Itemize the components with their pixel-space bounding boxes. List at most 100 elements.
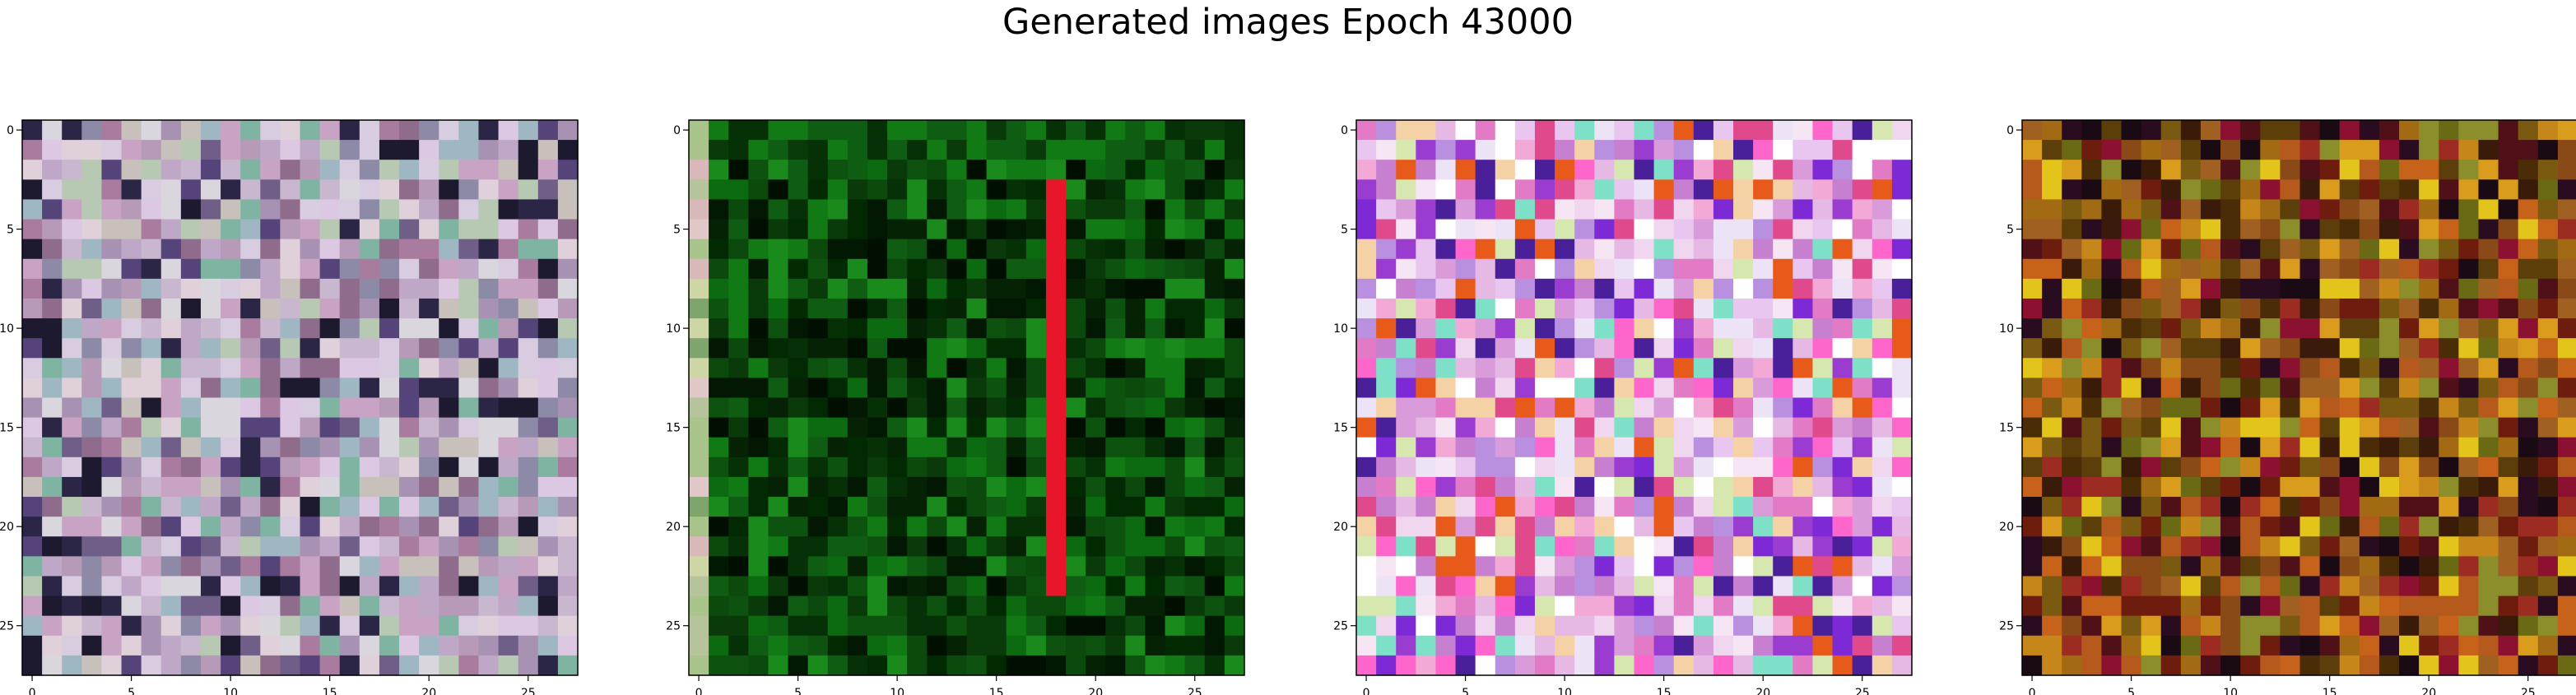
heatmap-cell (1495, 199, 1516, 220)
heatmap-cell (1614, 258, 1635, 280)
heatmap-cell (2458, 497, 2480, 517)
heatmap-cell (1634, 239, 1655, 260)
heatmap-cell (2022, 655, 2043, 676)
heatmap-cell (141, 160, 162, 180)
heatmap-cell (141, 378, 162, 399)
heatmap-cell (1455, 576, 1476, 597)
heatmap-cell (1693, 378, 1714, 399)
heatmap-cell (81, 160, 103, 180)
heatmap-cell (1224, 358, 1245, 378)
heatmap-cell (1495, 120, 1516, 141)
heatmap-cell (1634, 417, 1655, 438)
heatmap-cell (2180, 595, 2202, 617)
heatmap-cell (807, 476, 829, 498)
heatmap-cell (2419, 595, 2439, 617)
heatmap-cell (2121, 318, 2142, 339)
heatmap-cell (1356, 160, 1377, 180)
heatmap-cell (2299, 318, 2321, 339)
heatmap-cell (518, 595, 539, 617)
heatmap-cell (1066, 160, 1086, 180)
heatmap-cell (1713, 258, 1734, 280)
heatmap-cell (498, 239, 519, 260)
heatmap-cell (1224, 258, 1245, 280)
heatmap-cell (867, 318, 888, 339)
heatmap-cell (62, 576, 82, 597)
heatmap-cell (2160, 278, 2182, 299)
heatmap-cell (2200, 258, 2221, 280)
heatmap-cell (1145, 298, 1166, 319)
heatmap-cell (1555, 456, 1575, 478)
heatmap-cell (1125, 140, 1146, 160)
heatmap-cell (1204, 437, 1225, 458)
heatmap-cell (867, 239, 888, 260)
heatmap-cell (1653, 517, 1675, 537)
heatmap-cell (1852, 160, 1873, 180)
heatmap-cell (419, 199, 439, 220)
heatmap-cell (768, 576, 789, 597)
heatmap-cell (1224, 417, 1245, 438)
x-tick-label: 25 (521, 687, 536, 695)
heatmap-cell (927, 635, 947, 656)
heatmap-cell (498, 358, 519, 378)
heatmap-cell (1872, 199, 1893, 220)
heatmap-cell (2378, 576, 2400, 597)
heatmap-cell (160, 298, 182, 319)
heatmap-cell (1006, 179, 1027, 201)
heatmap-cell (1793, 615, 1814, 637)
heatmap-cell (62, 120, 82, 141)
heatmap-cell (1435, 278, 1457, 299)
heatmap-cell (847, 298, 868, 319)
heatmap-cell (907, 397, 928, 419)
heatmap-cell (986, 120, 1007, 141)
heatmap-cell (359, 456, 380, 478)
y-tick-label: 0 (2006, 124, 2014, 137)
heatmap-cell (1376, 397, 1397, 419)
heatmap-cell (1006, 476, 1027, 498)
heatmap-cell (1852, 476, 1873, 498)
heatmap-cell (768, 160, 789, 180)
heatmap-cell (1495, 476, 1516, 498)
heatmap-cell (2062, 536, 2082, 557)
heatmap-cell (379, 456, 400, 478)
heatmap-cell (180, 497, 202, 517)
axes-frame (2021, 119, 2576, 676)
heatmap-cell (2478, 655, 2499, 676)
heatmap-cell (419, 318, 439, 339)
heatmap-cell (518, 160, 539, 180)
heatmap-cell (180, 517, 202, 537)
heatmap-cell (478, 278, 500, 299)
heatmap-cell (62, 456, 82, 478)
heatmap-cell (1145, 536, 1166, 557)
heatmap-cell (221, 576, 241, 597)
heatmap-cell (1396, 278, 1416, 299)
heatmap-cell (827, 219, 849, 240)
heatmap-cell (1634, 556, 1655, 577)
heatmap-cell (946, 635, 968, 656)
heatmap-cell (1435, 576, 1457, 597)
heatmap-cell (1045, 239, 1067, 260)
heatmap-cell (1733, 476, 1754, 498)
heatmap-cell (2339, 278, 2360, 299)
heatmap-cell (557, 397, 579, 419)
heatmap-cell (1693, 595, 1714, 617)
heatmap-cell (847, 497, 868, 517)
heatmap-cell (42, 298, 63, 319)
heatmap-cell (827, 556, 849, 577)
heatmap-cell (2121, 517, 2142, 537)
heatmap-cell (2141, 497, 2162, 517)
heatmap-cell (2240, 476, 2261, 498)
heatmap-cell (22, 120, 43, 141)
heatmap-cell (121, 199, 142, 220)
heatmap-cell (986, 338, 1007, 359)
heatmap-cell (1435, 378, 1457, 399)
heatmap-cell (1872, 338, 1893, 359)
heatmap-cell (1224, 318, 1245, 339)
heatmap-cell (478, 437, 500, 458)
heatmap-cell (709, 338, 729, 359)
heatmap-cell (887, 497, 908, 517)
heatmap-cell (1733, 417, 1754, 438)
heatmap-cell (319, 576, 341, 597)
heatmap-cell (2458, 536, 2480, 557)
heatmap-cell (2200, 298, 2221, 319)
